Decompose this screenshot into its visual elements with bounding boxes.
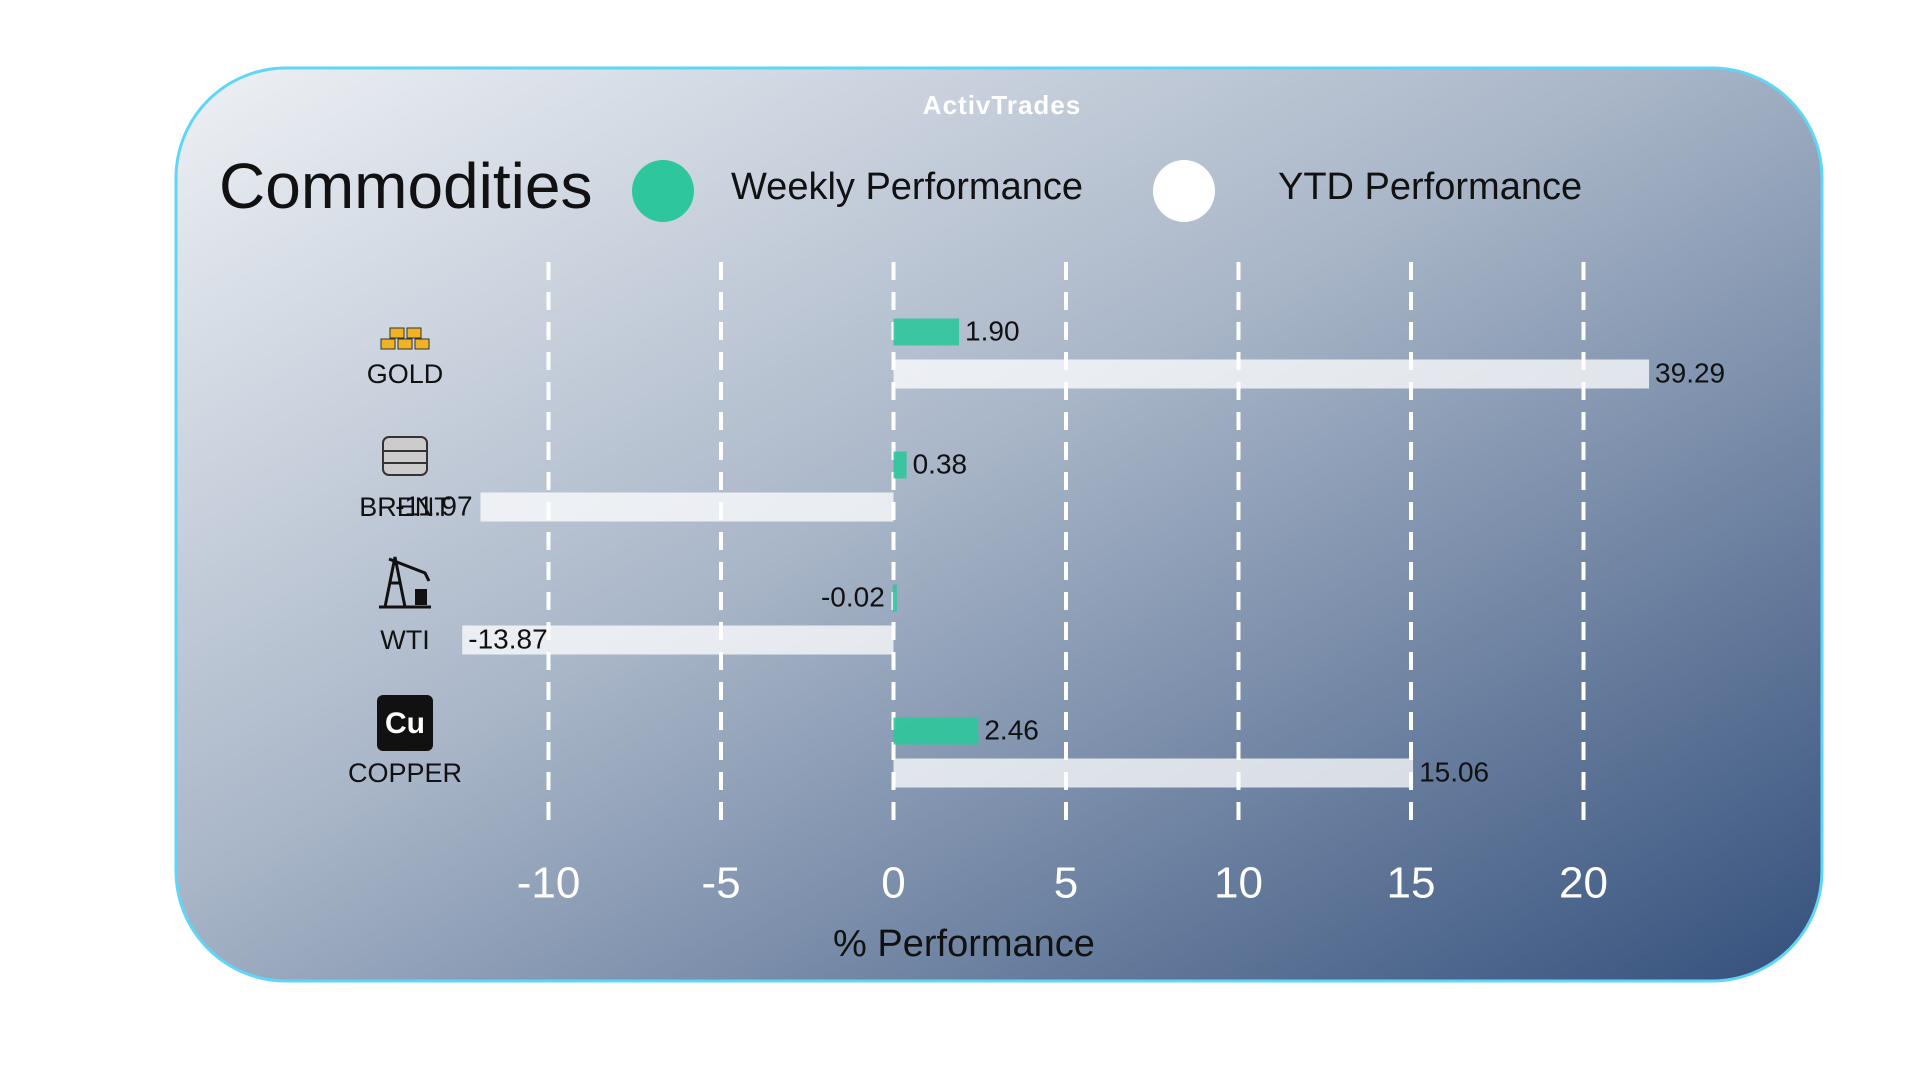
bar [894,759,1414,788]
value-label: 2.46 [984,714,1039,745]
bar [894,452,907,479]
copper-icon: Cu [377,695,433,751]
bar [893,585,897,612]
category-label: GOLD [367,359,444,389]
value-label: -13.87 [468,623,547,654]
bar [894,718,979,745]
legend-swatch [632,160,694,222]
brent-icon [383,437,427,475]
bar [481,493,894,522]
x-tick-label: 20 [1559,859,1608,908]
legend-swatch [1153,160,1215,222]
x-tick-label: -10 [517,859,581,908]
category-label: COPPER [348,758,462,788]
x-tick-label: 5 [1054,859,1078,908]
svg-text:Cu: Cu [385,707,425,740]
category-label: WTI [380,625,429,655]
value-label: 15.06 [1419,756,1489,787]
chart-title: Commodities [219,150,592,222]
bar [894,319,960,346]
value-label: 39.29 [1655,357,1725,388]
x-tick-label: 15 [1387,859,1436,908]
value-label: -11.97 [395,490,472,521]
x-tick-label: -5 [701,859,740,908]
brand-logo: ActivTrades [923,90,1081,120]
value-label: 1.90 [965,315,1020,346]
x-axis-label: % Performance [833,923,1095,965]
value-label: -0.02 [821,581,885,612]
x-tick-label: 10 [1214,859,1263,908]
value-label: 0.38 [913,448,968,479]
legend-label: Weekly Performance [731,166,1083,208]
legend-label: YTD Performance [1278,166,1582,208]
x-tick-label: 0 [881,859,905,908]
